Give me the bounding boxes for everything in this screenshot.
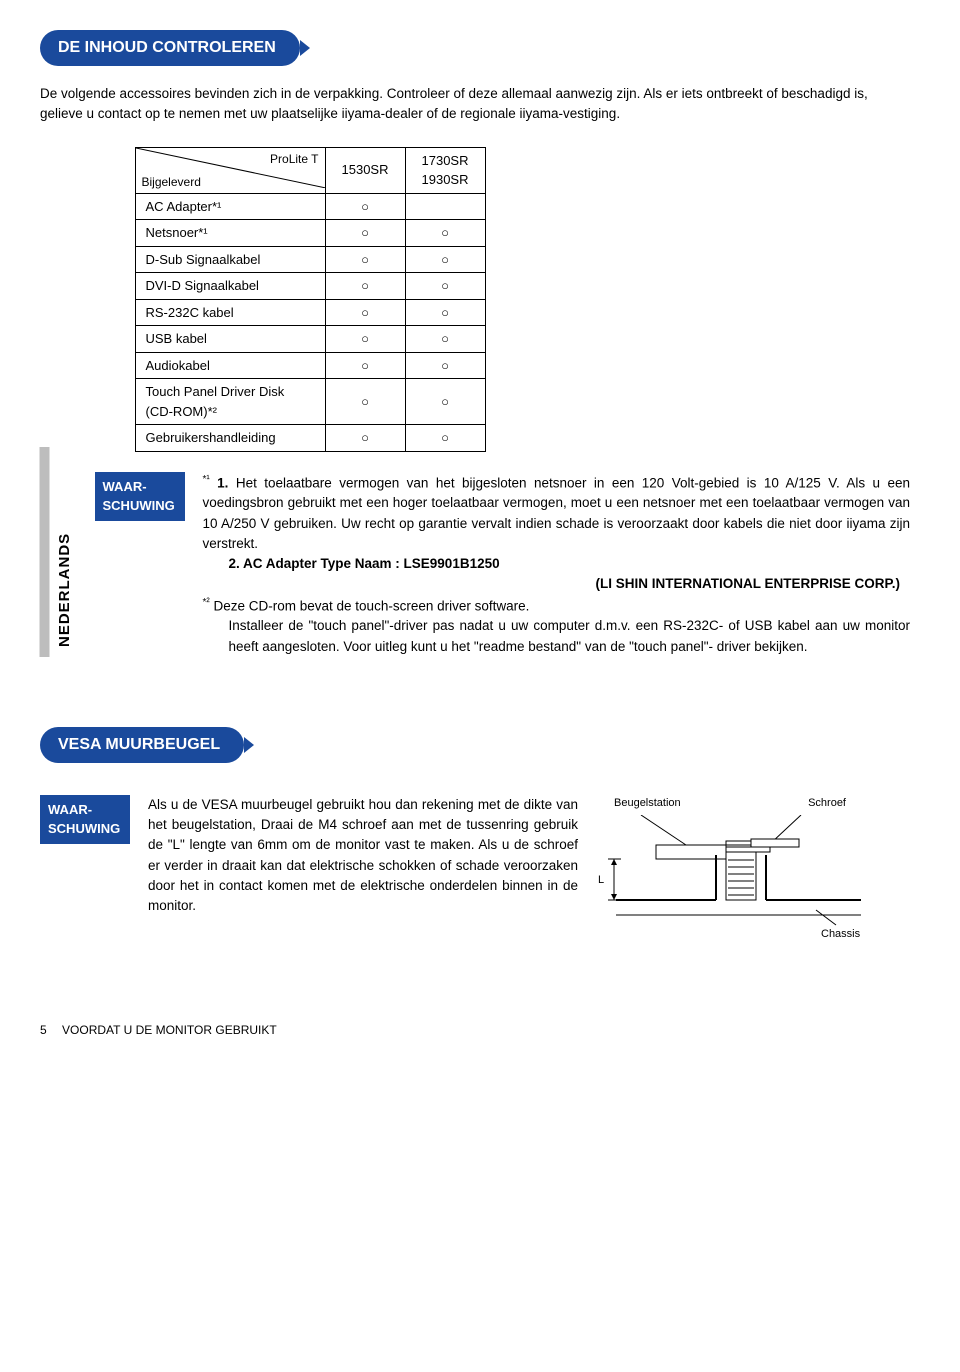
- table-row: Netsnoer*¹○○: [135, 220, 485, 247]
- note2-line: 2. AC Adapter Type Naam : LSE9901B1250: [203, 554, 911, 574]
- row-c2: ○: [405, 379, 485, 425]
- col2b: 1930SR: [422, 172, 469, 187]
- lbl-chassis-svg: Chassis: [821, 928, 861, 940]
- note1-num: 1.: [217, 475, 228, 490]
- section-title-pill: DE INHOUD CONTROLEREN: [40, 30, 300, 66]
- row-c2: ○: [405, 352, 485, 379]
- table-row: USB kabel○○: [135, 326, 485, 353]
- warning-text-block: *¹ 1. Het toelaatbare vermogen van het b…: [203, 472, 911, 657]
- table-row: Audiokabel○○: [135, 352, 485, 379]
- col-1730-1930: 1730SR 1930SR: [405, 147, 485, 193]
- warn2-l1: WAAR-: [48, 802, 92, 817]
- row-c1: ○: [325, 299, 405, 326]
- bracket-diagram-svg: L Chassis: [596, 815, 866, 955]
- page-number: 5: [40, 1023, 47, 1037]
- row-c2: ○: [405, 273, 485, 300]
- hdr-bot: Bijgeleverd: [142, 173, 201, 191]
- row-c1: ○: [325, 352, 405, 379]
- row-c1: ○: [325, 273, 405, 300]
- note2-sub: (LI SHIN INTERNATIONAL ENTERPRISE CORP.): [203, 574, 911, 594]
- row-label: DVI-D Signaalkabel: [135, 273, 325, 300]
- table-row: Gebruikershandleiding○○: [135, 425, 485, 452]
- table-row: D-Sub Signaalkabel○○: [135, 246, 485, 273]
- row-label: RS-232C kabel: [135, 299, 325, 326]
- footer-text: VOORDAT U DE MONITOR GEBRUIKT: [62, 1023, 277, 1037]
- table-row: Touch Panel Driver Disk (CD-ROM)*²○○: [135, 379, 485, 425]
- row-c2: ○: [405, 220, 485, 247]
- row-c1: ○: [325, 379, 405, 425]
- row-c2: ○: [405, 326, 485, 353]
- col2a: 1730SR: [422, 153, 469, 168]
- note3-text: Deze CD-rom bevat de touch-screen driver…: [214, 598, 530, 613]
- note3-marker: *²: [203, 597, 210, 608]
- warning-badge: WAAR- SCHUWING: [95, 472, 185, 521]
- row-label: D-Sub Signaalkabel: [135, 246, 325, 273]
- hdr-top: ProLite T: [270, 150, 318, 168]
- lbl-L-svg: L: [598, 874, 604, 886]
- row-label: AC Adapter*¹: [135, 193, 325, 220]
- row-label: Audiokabel: [135, 352, 325, 379]
- row-label: Touch Panel Driver Disk (CD-ROM)*²: [135, 379, 325, 425]
- row-c2: ○: [405, 299, 485, 326]
- intro-text: De volgende accessoires bevinden zich in…: [40, 84, 910, 125]
- col-1530: 1530SR: [325, 147, 405, 193]
- row-c2: [405, 193, 485, 220]
- vesa-diagram: Beugelstation Schroef: [596, 795, 876, 961]
- lbl-screw: Schroef: [808, 795, 846, 812]
- warn-l1: WAAR-: [103, 479, 147, 494]
- row-c1: ○: [325, 220, 405, 247]
- table-header-diag: ProLite T Bijgeleverd: [135, 147, 325, 193]
- table-row: DVI-D Signaalkabel○○: [135, 273, 485, 300]
- row-c1: ○: [325, 246, 405, 273]
- language-tab: NEDERLANDS: [40, 447, 81, 657]
- warning-badge-2: WAAR- SCHUWING: [40, 795, 130, 844]
- row-c2: ○: [405, 425, 485, 452]
- row-c1: ○: [325, 326, 405, 353]
- warn-l2: SCHUWING: [103, 498, 175, 513]
- row-c2: ○: [405, 246, 485, 273]
- note3-p2: Installeer de "touch panel"-driver pas n…: [203, 616, 911, 657]
- warn2-l2: SCHUWING: [48, 821, 120, 836]
- section2-title-pill: VESA MUURBEUGEL: [40, 727, 244, 763]
- row-label: Gebruikershandleiding: [135, 425, 325, 452]
- vesa-text: Als u de VESA muurbeugel gebruikt hou da…: [148, 795, 578, 917]
- page-footer: 5 VOORDAT U DE MONITOR GEBRUIKT: [40, 1021, 910, 1039]
- row-label: USB kabel: [135, 326, 325, 353]
- note1-marker: *¹: [203, 474, 210, 485]
- note1-text: Het toelaatbare vermogen van het bijgesl…: [203, 475, 911, 551]
- accessories-table: ProLite T Bijgeleverd 1530SR 1730SR 1930…: [135, 147, 486, 452]
- row-label: Netsnoer*¹: [135, 220, 325, 247]
- table-row: AC Adapter*¹○: [135, 193, 485, 220]
- row-c1: ○: [325, 425, 405, 452]
- lbl-station: Beugelstation: [614, 795, 681, 812]
- row-c1: ○: [325, 193, 405, 220]
- table-row: RS-232C kabel○○: [135, 299, 485, 326]
